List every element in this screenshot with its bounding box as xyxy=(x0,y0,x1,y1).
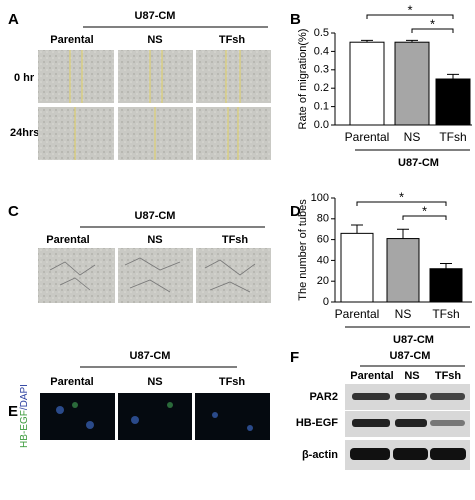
significance-label: * xyxy=(430,16,435,31)
group-label: U87-CM xyxy=(390,350,431,362)
column-label: Parental xyxy=(350,370,393,382)
significance-bracket xyxy=(356,201,447,206)
row-label: 0 hr xyxy=(14,72,35,84)
column-label: NS xyxy=(147,234,162,246)
x-tick-label: TFsh xyxy=(432,307,459,321)
y-tick-label: 20 xyxy=(317,275,329,287)
row-label: HB-EGF xyxy=(296,417,338,429)
y-tick-label: 60 xyxy=(317,234,329,246)
y-tick-label: 100 xyxy=(311,192,329,204)
y-tick-label: 0.4 xyxy=(314,45,329,57)
y-tick-label: 0 xyxy=(323,296,329,308)
significance-label: * xyxy=(422,203,427,218)
row-label: β-actin xyxy=(302,449,338,461)
y-tick-label: 40 xyxy=(317,254,329,266)
fluorescence-images xyxy=(40,393,270,440)
column-label: TFsh xyxy=(435,370,462,382)
bar xyxy=(435,78,471,126)
bar xyxy=(394,41,430,126)
y-tick-label: 0.0 xyxy=(314,119,329,131)
y-tick-label: 80 xyxy=(317,213,329,225)
x-tick-label: Parental xyxy=(335,307,380,321)
group-label: U87-CM xyxy=(135,210,176,222)
stain-name: HB-EGF xyxy=(19,410,30,448)
column-label: NS xyxy=(404,370,419,382)
panel-label: D xyxy=(290,203,301,220)
group-label: U87-CM xyxy=(130,350,171,362)
column-label: Parental xyxy=(46,234,89,246)
bar xyxy=(386,238,420,303)
column-label: Parental xyxy=(50,34,93,46)
significance-bracket xyxy=(411,28,454,33)
significance-label: * xyxy=(399,189,404,204)
y-tick-label: 0.3 xyxy=(314,64,329,76)
panel-label: C xyxy=(8,203,19,220)
panel-label: B xyxy=(290,11,301,28)
western-blot xyxy=(345,384,470,470)
column-label: Parental xyxy=(50,376,93,388)
y-tick-label: 0.5 xyxy=(314,27,329,39)
group-label: U87-CM xyxy=(393,334,434,346)
group-label: U87-CM xyxy=(135,10,176,22)
migration-images xyxy=(38,50,271,160)
y-axis-label: Rate of migration(%) xyxy=(297,29,309,130)
y-axis-label: The number of tubes xyxy=(297,199,309,301)
group-label: U87-CM xyxy=(398,157,439,169)
tube-images xyxy=(38,248,271,303)
error-bar xyxy=(440,263,452,269)
column-label: NS xyxy=(147,376,162,388)
column-label: TFsh xyxy=(222,234,249,246)
error-bar xyxy=(351,224,363,234)
x-tick-label: NS xyxy=(404,130,421,144)
row-label: PAR2 xyxy=(309,391,338,403)
panel-label: F xyxy=(290,349,299,366)
column-label: TFsh xyxy=(219,34,246,46)
significance-bracket xyxy=(402,215,447,220)
panel-label: A xyxy=(8,11,19,28)
bar xyxy=(349,41,385,126)
bar xyxy=(429,268,463,303)
x-tick-label: Parental xyxy=(345,130,390,144)
error-bar xyxy=(406,39,418,43)
panel-label: E xyxy=(8,403,18,420)
x-tick-label: TFsh xyxy=(439,130,466,144)
row-label: 24hrs xyxy=(10,127,39,139)
error-bar xyxy=(397,228,409,239)
column-label: TFsh xyxy=(219,376,246,388)
significance-bracket xyxy=(366,14,454,19)
x-tick-label: NS xyxy=(395,307,412,321)
stain-label: HB-EGF/DAPI xyxy=(19,384,30,448)
y-tick-label: 0.2 xyxy=(314,82,329,94)
bar xyxy=(340,232,374,303)
error-bar xyxy=(361,39,373,43)
y-tick-label: 0.1 xyxy=(314,101,329,113)
stain-name: /DAPI xyxy=(19,384,30,410)
error-bar xyxy=(447,73,459,79)
column-label: NS xyxy=(147,34,162,46)
significance-label: * xyxy=(407,2,412,17)
